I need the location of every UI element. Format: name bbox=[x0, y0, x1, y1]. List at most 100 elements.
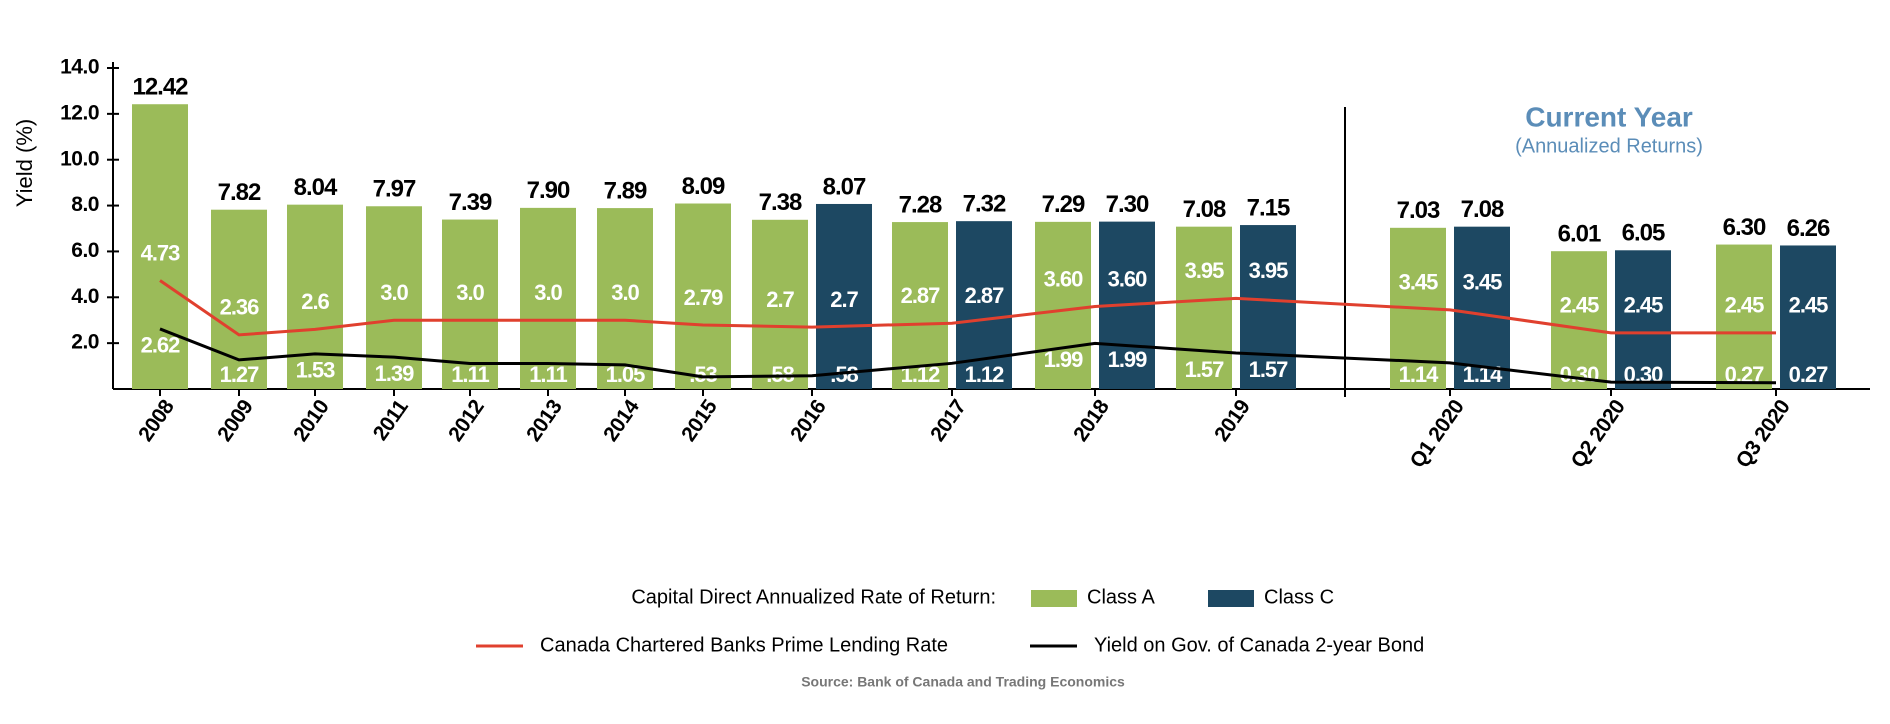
line-value-label: 1.53 bbox=[296, 358, 336, 383]
y-axis-label: Yield (%) bbox=[12, 119, 37, 207]
bar bbox=[1176, 226, 1232, 389]
line-value-label: 2.45 bbox=[1624, 293, 1664, 318]
line-value-label: 2.87 bbox=[965, 283, 1005, 308]
line-value-label: 2.45 bbox=[1789, 293, 1829, 318]
bar-value-label: 6.01 bbox=[1558, 221, 1601, 248]
line-value-label: 3.95 bbox=[1185, 258, 1225, 283]
bar-value-label: 8.07 bbox=[823, 173, 866, 200]
line-value-label: 1.14 bbox=[1399, 362, 1440, 387]
bar-value-label: 7.03 bbox=[1397, 197, 1440, 224]
line-value-label: 2.36 bbox=[220, 295, 260, 320]
legend-label: Yield on Gov. of Canada 2-year Bond bbox=[1094, 634, 1424, 656]
line bbox=[159, 279, 1776, 337]
line-value-label: 1.57 bbox=[1249, 357, 1289, 382]
bar bbox=[892, 222, 948, 389]
line-value-label: 1.99 bbox=[1044, 347, 1084, 372]
x-tick-label: Q1 2020 bbox=[1406, 396, 1469, 472]
legend-swatch bbox=[1208, 590, 1254, 607]
line-value-label: .58 bbox=[766, 362, 794, 387]
bar bbox=[520, 207, 576, 389]
source: Source: Bank of Canada and Trading Econo… bbox=[801, 674, 1125, 690]
bar bbox=[816, 203, 872, 389]
y-tick-label: 4.0 bbox=[71, 285, 99, 308]
y-tick-label: 10.0 bbox=[60, 147, 99, 170]
line-value-label: 1.57 bbox=[1185, 357, 1225, 382]
x-tick-label: 2018 bbox=[1069, 395, 1114, 445]
bar bbox=[1551, 251, 1607, 389]
bar-value-label: 7.82 bbox=[218, 179, 261, 206]
bar-value-label: 7.30 bbox=[1106, 191, 1149, 218]
bar-value-label: 6.30 bbox=[1723, 214, 1766, 241]
legend-title: Capital Direct Annualized Rate of Return… bbox=[631, 586, 996, 608]
bar bbox=[1716, 244, 1772, 389]
line-value-label: 3.95 bbox=[1249, 258, 1289, 283]
bar bbox=[1615, 250, 1671, 389]
line-value-label: 2.45 bbox=[1560, 293, 1600, 318]
bar-value-label: 7.90 bbox=[527, 177, 570, 204]
legend-label: Canada Chartered Banks Prime Lending Rat… bbox=[540, 634, 948, 656]
line-value-label: 1.11 bbox=[529, 362, 567, 387]
bar bbox=[1035, 221, 1091, 389]
bar-value-label: 7.39 bbox=[449, 189, 492, 216]
x-tick-label: 2014 bbox=[599, 395, 644, 445]
line-value-label: 2.87 bbox=[901, 283, 941, 308]
x-tick-label: Q3 2020 bbox=[1732, 396, 1795, 472]
bar-value-label: 7.15 bbox=[1247, 194, 1290, 221]
legend-swatch bbox=[1031, 590, 1077, 607]
bar bbox=[1454, 226, 1510, 389]
line-value-label: 2.6 bbox=[301, 289, 329, 314]
x-tick-label: 2019 bbox=[1210, 396, 1254, 446]
legend-label: Class A bbox=[1087, 586, 1155, 608]
x-tick-label: 2013 bbox=[522, 396, 566, 446]
line-value-label: 2.45 bbox=[1725, 293, 1765, 318]
line-value-label: 2.79 bbox=[684, 285, 724, 310]
x-tick-label: 2017 bbox=[926, 396, 970, 446]
line-value-label: 3.60 bbox=[1108, 266, 1148, 291]
line-value-label: 4.73 bbox=[141, 240, 181, 265]
line-value-label: 1.99 bbox=[1108, 347, 1148, 372]
line-value-label: 2.7 bbox=[766, 287, 794, 312]
line-value-label: 3.60 bbox=[1044, 266, 1084, 291]
x-tick-label: 2011 bbox=[369, 395, 413, 445]
line-value-label: 3.0 bbox=[380, 280, 408, 305]
bar bbox=[132, 104, 188, 389]
y-tick-label: 6.0 bbox=[71, 239, 99, 262]
bar-value-label: 7.29 bbox=[1042, 191, 1085, 218]
bar bbox=[287, 204, 343, 389]
bar-value-label: 6.05 bbox=[1622, 220, 1665, 247]
x-tick-label: Q2 2020 bbox=[1567, 396, 1630, 472]
line-value-label: 3.0 bbox=[456, 280, 484, 305]
bar bbox=[752, 219, 808, 389]
line-value-label: 1.39 bbox=[375, 361, 415, 386]
annotation-title: Current Year bbox=[1525, 101, 1693, 132]
y-tick-label: 12.0 bbox=[60, 101, 99, 124]
bar-value-label: 7.08 bbox=[1461, 196, 1504, 223]
y-tick-label: 14.0 bbox=[60, 56, 99, 79]
bar-value-label: 8.04 bbox=[294, 174, 338, 201]
line-value-label: 0.30 bbox=[1560, 362, 1600, 387]
y-tick-label: 8.0 bbox=[71, 193, 99, 216]
bar bbox=[1240, 225, 1296, 389]
bar bbox=[1780, 245, 1836, 389]
line-value-label: 3.45 bbox=[1399, 270, 1439, 295]
line-value-label: 3.0 bbox=[534, 280, 562, 305]
line-value-label: 2.7 bbox=[830, 287, 858, 312]
bar-value-label: 7.08 bbox=[1183, 196, 1226, 223]
line-value-label: 0.27 bbox=[1789, 362, 1829, 387]
bar bbox=[675, 203, 731, 389]
line-value-label: 2.62 bbox=[141, 333, 181, 358]
line-value-label: 1.27 bbox=[220, 362, 260, 387]
line-value-label: 3.45 bbox=[1463, 270, 1503, 295]
x-tick-label: 2010 bbox=[289, 396, 333, 446]
bar-value-label: 7.89 bbox=[604, 177, 647, 204]
bar-value-label: 7.28 bbox=[899, 191, 942, 218]
bar-value-label: 6.26 bbox=[1787, 215, 1830, 242]
annotation-subtitle: (Annualized Returns) bbox=[1515, 135, 1703, 157]
x-tick-label: 2009 bbox=[213, 396, 257, 446]
line-value-label: 1.12 bbox=[965, 362, 1005, 387]
line-value-label: 3.0 bbox=[611, 280, 639, 305]
line bbox=[159, 327, 1777, 385]
x-tick-label: 2008 bbox=[134, 395, 179, 445]
y-tick-label: 2.0 bbox=[71, 331, 99, 354]
x-tick-label: 2016 bbox=[786, 396, 830, 446]
